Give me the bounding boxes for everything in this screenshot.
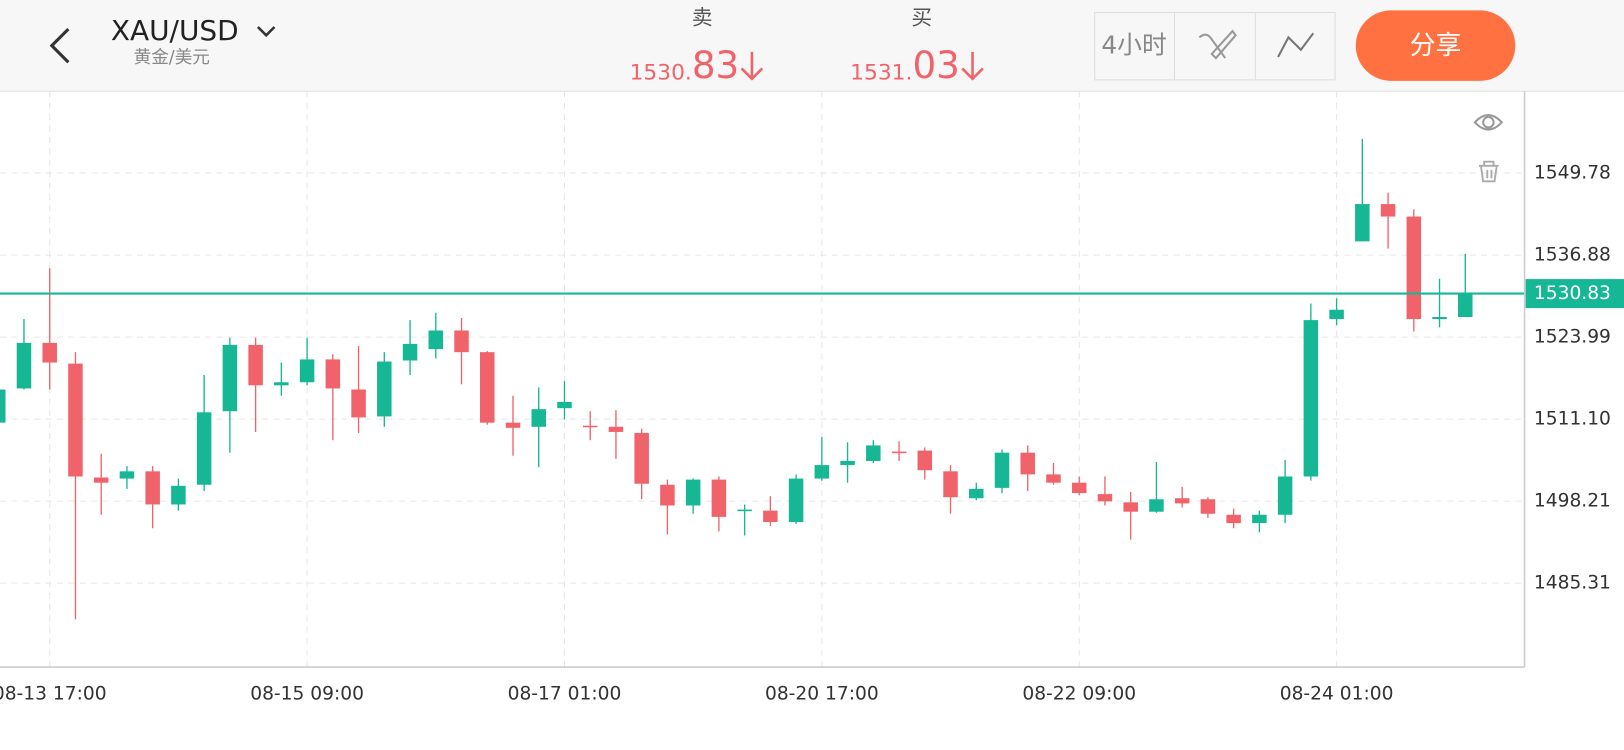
share-button[interactable] bbox=[1355, 10, 1516, 81]
y-tick-label: 1511.10 bbox=[1534, 409, 1611, 430]
symbol-selector[interactable]: XAU/USD 黄金/美元 bbox=[111, 14, 276, 68]
candle-body bbox=[634, 432, 649, 484]
candle-body bbox=[1252, 514, 1267, 524]
toolbar bbox=[1094, 11, 1336, 81]
sell-price-main: 1530. bbox=[630, 61, 692, 86]
indicator-button[interactable] bbox=[1277, 32, 1315, 58]
candle-body bbox=[531, 409, 546, 427]
current-price-label: 1530.83 bbox=[1534, 283, 1611, 304]
candle-body bbox=[1432, 316, 1447, 320]
current-price-tag bbox=[1525, 279, 1624, 309]
x-tick-label: 08-17 01:00 bbox=[508, 684, 622, 705]
buy-label: 买 bbox=[911, 6, 932, 30]
candle-body bbox=[1277, 476, 1293, 515]
candle-body bbox=[1380, 204, 1396, 217]
candle-body bbox=[1303, 320, 1319, 477]
candle-body bbox=[402, 343, 418, 361]
candle-body bbox=[1458, 293, 1473, 317]
candle-body bbox=[685, 479, 701, 506]
candle-body bbox=[196, 412, 212, 485]
candle-body bbox=[557, 401, 572, 409]
y-tick-label: 1536.88 bbox=[1534, 245, 1611, 266]
y-tick-label: 1485.31 bbox=[1534, 573, 1611, 594]
candle-body bbox=[994, 452, 1010, 488]
period-button[interactable]: 4小时 bbox=[1101, 31, 1167, 60]
candle-body bbox=[608, 426, 624, 432]
candle-body bbox=[93, 477, 109, 483]
y-tick-label: 1523.99 bbox=[1534, 327, 1611, 348]
candle-body bbox=[711, 479, 727, 517]
header-bar bbox=[0, 0, 1624, 92]
candle-body bbox=[660, 484, 675, 506]
candle-body bbox=[969, 488, 984, 499]
buy-price-pip: 03 bbox=[912, 43, 959, 87]
candle-body bbox=[866, 445, 881, 461]
candle-body bbox=[917, 450, 933, 471]
candle-body bbox=[1406, 216, 1422, 320]
candle-body bbox=[222, 344, 238, 412]
candle-body bbox=[1020, 452, 1035, 475]
candle-body bbox=[16, 342, 32, 389]
sell-label: 卖 bbox=[692, 6, 713, 30]
candle-body bbox=[1174, 498, 1190, 504]
candle-body bbox=[299, 359, 315, 383]
candle-body bbox=[1355, 204, 1370, 242]
candle-body bbox=[1226, 514, 1241, 524]
candle-body bbox=[582, 425, 598, 428]
candle-body bbox=[480, 352, 495, 423]
candle-body bbox=[814, 465, 830, 479]
candle-body bbox=[171, 485, 186, 505]
share-button-label: 分享 bbox=[1410, 31, 1462, 61]
candle-body bbox=[325, 359, 341, 389]
draw-tool-button[interactable] bbox=[1198, 29, 1237, 60]
candle-body bbox=[248, 344, 263, 386]
plot bbox=[0, 91, 1525, 668]
sell-down-arrow bbox=[740, 51, 764, 81]
candle-body bbox=[351, 389, 366, 418]
candle-body bbox=[943, 471, 958, 498]
buy-down-arrow bbox=[961, 51, 984, 81]
candle-body bbox=[1329, 309, 1344, 320]
x-tick-label: 08-20 17:00 bbox=[765, 684, 879, 705]
candle-body bbox=[788, 478, 804, 523]
candle-body bbox=[1149, 499, 1164, 512]
candle-body bbox=[505, 422, 521, 428]
candle-body bbox=[1123, 502, 1138, 512]
candle-body bbox=[42, 342, 57, 363]
candle-body bbox=[454, 330, 469, 353]
candle-body bbox=[1046, 474, 1061, 483]
dropdown-icon bbox=[256, 26, 276, 38]
candle-body bbox=[1071, 482, 1087, 494]
candle-body bbox=[428, 330, 444, 350]
x-tick-label: 08-22 09:00 bbox=[1022, 684, 1136, 705]
y-tick-label: 1498.21 bbox=[1534, 491, 1611, 512]
candle-body bbox=[891, 451, 907, 454]
symbol: XAU/USD bbox=[111, 14, 239, 47]
back-button[interactable] bbox=[49, 27, 70, 64]
x-tick-label: 08-24 01:00 bbox=[1280, 684, 1394, 705]
candle-body bbox=[274, 382, 289, 386]
candle-body bbox=[145, 471, 160, 505]
y-tick-label: 1549.78 bbox=[1534, 163, 1611, 184]
candle-body bbox=[840, 460, 855, 466]
buy-price-main: 1531. bbox=[850, 61, 912, 86]
x-tick-label: 08-13 17:00 bbox=[0, 684, 107, 705]
sell-price-pip: 83 bbox=[692, 43, 739, 87]
candle-body bbox=[763, 510, 778, 523]
candle-body bbox=[737, 509, 752, 512]
candle-body bbox=[119, 471, 135, 479]
symbol-name: 黄金/美元 bbox=[134, 48, 210, 68]
delete-button[interactable] bbox=[1479, 160, 1499, 183]
candle-body bbox=[68, 363, 83, 477]
x-tick-label: 08-15 09:00 bbox=[250, 684, 364, 705]
candle-body bbox=[377, 361, 392, 417]
candle-body bbox=[0, 389, 6, 423]
candle-body bbox=[1200, 499, 1216, 514]
candle-body bbox=[1097, 494, 1113, 502]
visibility-button[interactable] bbox=[1473, 114, 1504, 131]
